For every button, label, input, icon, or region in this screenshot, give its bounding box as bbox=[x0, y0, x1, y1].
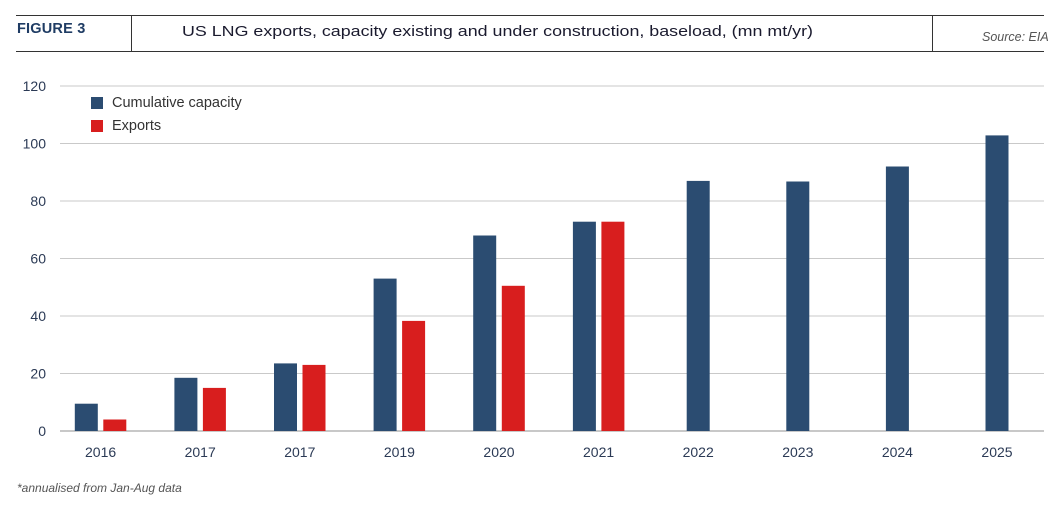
svg-text:2016: 2016 bbox=[85, 444, 116, 460]
svg-text:2020: 2020 bbox=[483, 444, 514, 460]
svg-text:20: 20 bbox=[30, 366, 46, 382]
svg-text:2023: 2023 bbox=[782, 444, 813, 460]
svg-text:120: 120 bbox=[23, 78, 47, 94]
svg-text:2024: 2024 bbox=[882, 444, 913, 460]
svg-text:2017: 2017 bbox=[284, 444, 315, 460]
svg-text:2019: 2019 bbox=[384, 444, 415, 460]
svg-text:80: 80 bbox=[30, 193, 46, 209]
svg-text:Cumulative capacity: Cumulative capacity bbox=[112, 95, 242, 111]
svg-text:0: 0 bbox=[38, 423, 46, 439]
svg-text:2022: 2022 bbox=[683, 444, 714, 460]
svg-text:40: 40 bbox=[30, 308, 46, 324]
svg-text:100: 100 bbox=[23, 136, 47, 152]
svg-text:2025: 2025 bbox=[981, 444, 1012, 460]
svg-text:Exports: Exports bbox=[112, 118, 161, 134]
svg-text:2017: 2017 bbox=[185, 444, 216, 460]
svg-text:2021: 2021 bbox=[583, 444, 614, 460]
svg-text:60: 60 bbox=[30, 251, 46, 267]
